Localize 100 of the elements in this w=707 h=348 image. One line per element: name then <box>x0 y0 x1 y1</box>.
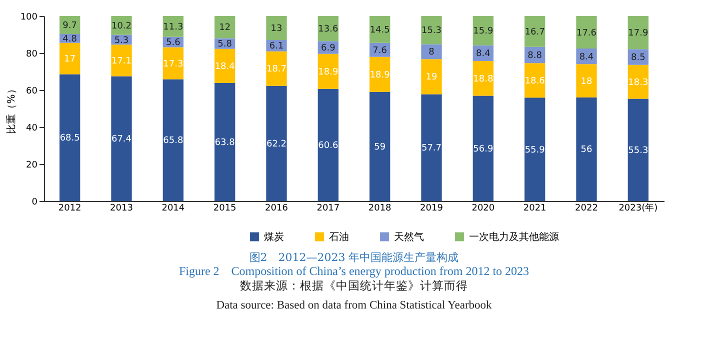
data-label: 9.7 <box>62 20 77 31</box>
data-label: 8.4 <box>476 49 491 60</box>
bar <box>524 98 546 201</box>
data-label: 15.9 <box>473 26 494 37</box>
data-label: 17.9 <box>628 28 648 39</box>
x-tick-label: 2023(年) <box>618 202 658 214</box>
bar <box>576 64 597 98</box>
data-label: 55.3 <box>628 146 648 156</box>
x-tick-label: 2012 <box>58 204 82 214</box>
y-tick-label: 60 <box>26 86 38 96</box>
bar <box>421 94 442 201</box>
bar <box>421 16 442 44</box>
data-label: 56 <box>580 145 592 156</box>
data-label: 6.1 <box>269 42 284 52</box>
bar <box>214 48 236 83</box>
bar <box>60 42 80 74</box>
bar <box>524 16 546 47</box>
x-tick-label: 2014 <box>162 204 185 214</box>
data-label: 65.8 <box>163 136 184 146</box>
y-tick-label: 100 <box>20 12 38 22</box>
bar <box>318 54 338 89</box>
x-tick-label: 2017 <box>316 204 340 214</box>
data-label: 8.8 <box>528 51 542 62</box>
data-label: 18.9 <box>318 67 338 78</box>
bar <box>111 76 132 201</box>
text: 图2 2012—2023 年中国能源生产量构成 <box>249 251 459 264</box>
legend-label: 石油 <box>329 230 349 243</box>
data-label: 60.6 <box>318 140 338 151</box>
data-label: 17.1 <box>111 56 132 66</box>
data-label: 18 <box>580 76 592 87</box>
data-label: 18.7 <box>266 64 287 75</box>
y-tick-label: 20 <box>26 160 38 170</box>
x-tick-label: 2015 <box>213 204 236 214</box>
data-label: 63.8 <box>214 138 236 148</box>
y-tick-label: 40 <box>26 124 38 134</box>
bar <box>60 74 80 201</box>
bar <box>318 88 338 201</box>
data-label: 59 <box>374 142 386 152</box>
data-label: 57.7 <box>421 144 442 154</box>
data-label: 18.9 <box>370 70 390 80</box>
y-tick-label: 80 <box>26 50 38 60</box>
data-label: 8.5 <box>631 52 646 63</box>
bar <box>370 16 390 43</box>
y-axis-title: 比重（%） <box>5 84 18 134</box>
data-label: 6.9 <box>321 44 336 54</box>
bar <box>111 44 132 76</box>
data-label: 13.6 <box>318 24 338 35</box>
legend-label: 煤炭 <box>264 230 284 243</box>
data-label: 8.4 <box>579 52 594 62</box>
data-label: 4.8 <box>62 34 78 44</box>
bar <box>472 16 494 46</box>
bar <box>214 82 236 201</box>
bar <box>162 47 184 80</box>
data-label: 11.3 <box>163 22 184 32</box>
x-tick-label: 2022 <box>575 204 598 214</box>
legend-label: 一次电力及其他能源 <box>469 230 559 243</box>
y-tick-label: 0 <box>32 198 38 208</box>
text: Figure 2 Composition of China’s energy production from 2012 to 2023 <box>178 264 530 278</box>
data-label: 67.4 <box>111 134 132 145</box>
data-label: 5.6 <box>166 38 181 48</box>
data-label: 10.2 <box>111 21 132 32</box>
source-note: 数据来源：根据《中国统计年鉴》计算而得 <box>240 278 468 292</box>
data-label: 56.9 <box>473 144 494 154</box>
bar <box>628 98 648 201</box>
data-label: 5.8 <box>218 40 232 50</box>
bar <box>472 96 494 201</box>
data-label: 68.5 <box>60 134 80 144</box>
bar <box>576 16 597 49</box>
source-note: Data source: Based on data from China Statistical Yearbook <box>216 300 492 312</box>
data-label: 18.8 <box>473 74 494 84</box>
data-label: 55.9 <box>524 145 546 156</box>
x-tick-label: 2020 <box>472 204 495 214</box>
data-label: 5.3 <box>114 36 129 46</box>
legend-label: 天然气 <box>394 230 424 243</box>
x-tick-label: 2018 <box>368 204 392 214</box>
x-tick-label: 2021 <box>523 204 546 214</box>
data-label: 14.5 <box>370 25 390 36</box>
data-label: 17.3 <box>163 59 184 70</box>
data-label: 18.4 <box>214 62 236 72</box>
bar <box>266 51 287 86</box>
data-label: 15.3 <box>421 26 442 36</box>
bar <box>370 56 390 92</box>
x-tick-label: 2016 <box>265 204 288 214</box>
data-label: 62.2 <box>266 139 287 150</box>
data-label: 8 <box>428 48 435 58</box>
bar <box>421 44 442 60</box>
bar <box>266 86 287 201</box>
data-label: 17.6 <box>576 28 597 38</box>
bar <box>628 16 648 50</box>
bar <box>421 59 442 94</box>
bar <box>576 97 597 201</box>
bar <box>524 63 546 98</box>
data-label: 18.3 <box>628 78 648 88</box>
data-label: 16.7 <box>524 27 545 38</box>
data-label: 18.6 <box>524 76 546 86</box>
data-label: 13 <box>270 24 282 34</box>
data-label: 12 <box>219 23 231 34</box>
x-tick-label: 2019 <box>420 204 444 214</box>
data-label: 7.6 <box>372 46 388 56</box>
data-label: 17 <box>64 54 76 65</box>
